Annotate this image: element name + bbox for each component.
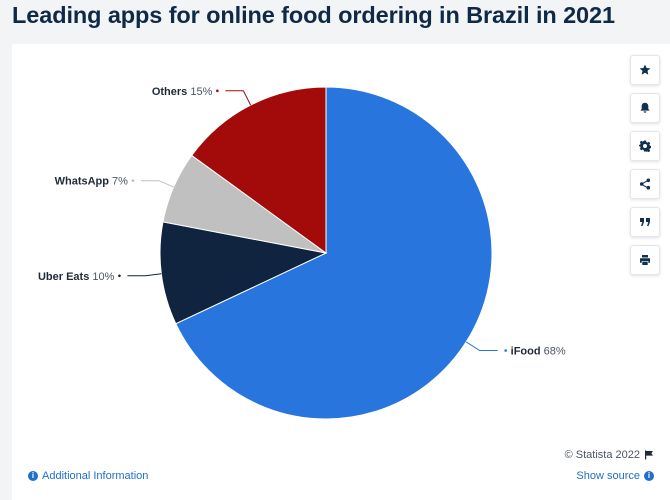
print-icon: [640, 255, 650, 265]
show-source-label: Show source: [576, 470, 640, 482]
label-marker: [118, 274, 121, 278]
settings-button[interactable]: [630, 131, 660, 161]
data-label-value: 15%: [190, 86, 212, 98]
share-button[interactable]: [630, 169, 660, 199]
gear-icon: [639, 140, 651, 152]
label-connector: [141, 180, 174, 188]
info-icon: i: [644, 471, 654, 481]
data-label-value: 7%: [112, 176, 128, 188]
copyright-label: © Statista 2022: [564, 449, 640, 461]
copyright-text: © Statista 2022: [565, 449, 654, 461]
additional-information-label: Additional Information: [42, 470, 149, 482]
label-marker: [216, 89, 219, 93]
flag-icon[interactable]: [644, 450, 654, 460]
data-label-value: 68%: [544, 346, 566, 358]
data-label-name: WhatsApp: [55, 176, 112, 188]
label-marker: [131, 179, 135, 183]
data-label: iFood 68%: [511, 346, 566, 358]
data-label-name: iFood: [511, 346, 544, 358]
label-connector: [465, 341, 498, 351]
cite-button[interactable]: [630, 207, 660, 237]
show-source-link[interactable]: Show source i: [576, 470, 654, 482]
favorite-button[interactable]: [630, 55, 660, 85]
quote-icon: [640, 218, 650, 226]
page-title: Leading apps for online food ordering in…: [12, 2, 615, 28]
data-label-value: 10%: [92, 271, 114, 283]
label-marker: [504, 349, 507, 352]
pie-slice-ifood[interactable]: [175, 86, 493, 420]
info-icon: i: [28, 471, 38, 481]
data-label: Others 15%: [152, 86, 213, 98]
data-label-name: Others: [152, 86, 191, 98]
notification-button[interactable]: [630, 93, 660, 123]
bell-icon: [640, 102, 650, 113]
pie-slice-uber-eats[interactable]: [159, 221, 328, 325]
additional-information-link[interactable]: i Additional Information: [28, 470, 148, 482]
data-label: WhatsApp 7%: [55, 176, 129, 188]
data-label: Uber Eats 10%: [38, 271, 115, 283]
pie-slice-others[interactable]: [191, 86, 327, 254]
share-icon: [639, 178, 651, 190]
data-label-name: Uber Eats: [38, 271, 92, 283]
print-button[interactable]: [630, 245, 660, 275]
star-icon: [639, 64, 651, 75]
label-connector: [127, 273, 162, 277]
toolbar: [630, 55, 660, 283]
label-connector: [225, 90, 252, 106]
